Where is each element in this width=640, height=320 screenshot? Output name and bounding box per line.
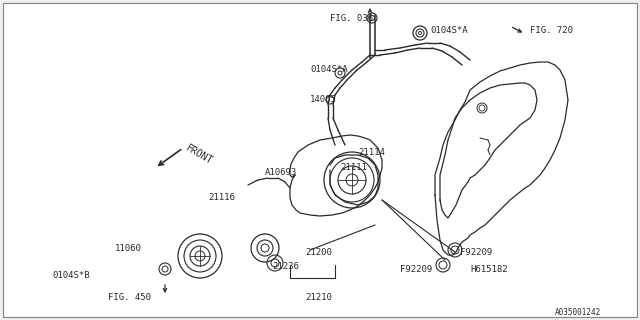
- Text: 11060: 11060: [115, 244, 142, 253]
- Text: 21236: 21236: [272, 262, 299, 271]
- Text: 21111: 21111: [340, 163, 367, 172]
- Text: 21210: 21210: [305, 293, 332, 302]
- Text: 0104S*A: 0104S*A: [310, 65, 348, 74]
- Text: FIG. 720: FIG. 720: [530, 26, 573, 35]
- Text: 0104S*A: 0104S*A: [430, 26, 468, 35]
- Text: 14065: 14065: [310, 95, 337, 104]
- Text: 0104S*B: 0104S*B: [52, 271, 90, 280]
- Text: FRONT: FRONT: [184, 143, 214, 166]
- Text: A035001242: A035001242: [555, 308, 601, 317]
- Text: F92209: F92209: [460, 248, 492, 257]
- Text: FIG. 450: FIG. 450: [108, 293, 151, 302]
- Text: FIG. 036: FIG. 036: [330, 14, 373, 23]
- Text: 21200: 21200: [305, 248, 332, 257]
- Text: 21116: 21116: [208, 193, 235, 202]
- Text: 21114: 21114: [358, 148, 385, 157]
- Text: H615182: H615182: [470, 265, 508, 274]
- Text: A10693: A10693: [265, 168, 297, 177]
- Text: F92209: F92209: [400, 265, 432, 274]
